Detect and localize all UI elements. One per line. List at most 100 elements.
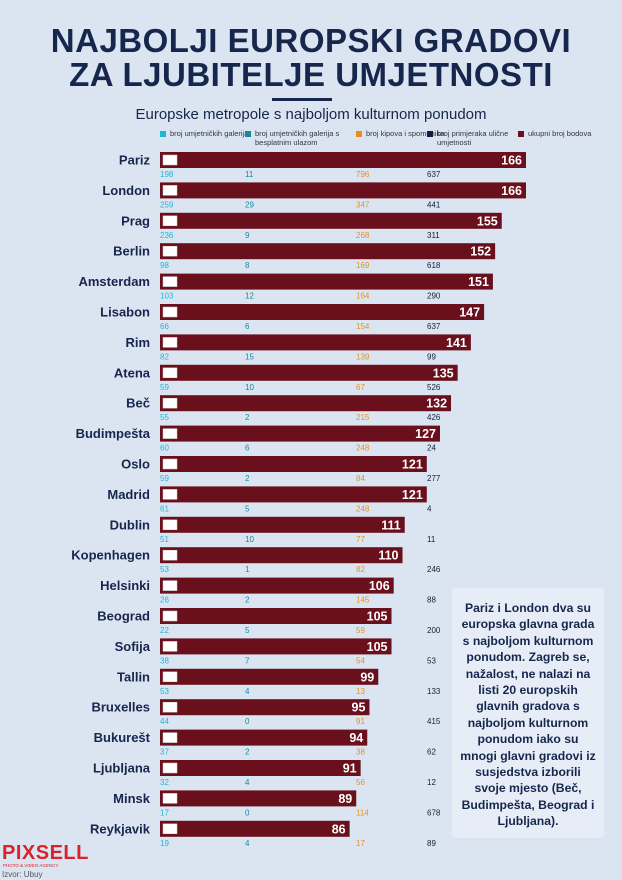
legend-swatch [245, 131, 251, 137]
flag [162, 762, 178, 774]
stat-label: 1 [245, 565, 250, 574]
bar [160, 760, 361, 776]
flag [162, 580, 178, 591]
stat-label: 637 [427, 170, 441, 179]
category-label: Beograd [97, 609, 150, 624]
legend-swatch [160, 131, 166, 137]
stat-label: 5 [245, 504, 250, 513]
stat-label: 311 [427, 231, 440, 240]
category-label: Madrid [107, 487, 150, 502]
category-label: Tallin [117, 669, 150, 684]
category-label: Helsinki [100, 578, 150, 593]
flag [162, 245, 178, 257]
bar-value: 105 [367, 640, 388, 654]
stat-label: 99 [427, 352, 436, 361]
stat-label: 82 [160, 352, 169, 361]
stat-label: 44 [160, 717, 169, 726]
bar [160, 334, 471, 351]
stat-label: 59 [356, 626, 365, 635]
stat-label: 526 [427, 383, 441, 392]
flag [162, 671, 178, 683]
stat-label: 84 [356, 474, 365, 483]
stat-label: 38 [356, 748, 365, 757]
stat-label: 32 [160, 778, 169, 787]
bar [160, 820, 350, 837]
logo-tagline: PHOTO & VIDEO AGENCY [3, 863, 59, 868]
stat-label: 24 [427, 444, 436, 453]
flag [162, 215, 178, 227]
stat-label: 236 [160, 231, 174, 240]
stat-label: 12 [245, 292, 254, 301]
bar-value: 110 [378, 549, 398, 563]
stat-label: 15 [245, 352, 254, 361]
bar [160, 364, 458, 381]
stat-label: 169 [356, 261, 370, 270]
stat-label: 637 [427, 322, 441, 331]
flag [162, 823, 178, 835]
stat-label: 0 [245, 717, 250, 726]
stat-label: 98 [160, 261, 169, 270]
bar-value: 111 [381, 518, 401, 532]
flag [162, 367, 178, 379]
bar-value: 89 [338, 792, 352, 806]
bar-value: 166 [501, 184, 522, 198]
divider [272, 98, 332, 101]
stat-label: 4 [245, 778, 250, 787]
stat-label: 678 [427, 808, 441, 817]
stat-label: 11 [245, 170, 254, 179]
bar-value: 95 [352, 701, 366, 715]
bar-value: 121 [402, 488, 423, 502]
stat-label: 277 [427, 474, 441, 483]
stat-label: 164 [356, 292, 370, 301]
stat-label: 6 [245, 444, 250, 453]
stat-label: 4 [245, 839, 250, 848]
stat-label: 10 [245, 535, 254, 544]
stat-label: 67 [356, 383, 365, 392]
stat-label: 796 [356, 170, 370, 179]
legend-label: broj umjetničkih galerija s besplatnim u… [255, 129, 340, 147]
bar-value: 132 [426, 397, 447, 411]
bar [160, 790, 357, 807]
stat-label: 268 [356, 231, 370, 240]
flag [162, 519, 178, 531]
category-label: Kopenhagen [71, 548, 150, 563]
stat-label: 61 [160, 504, 169, 513]
stat-label: 17 [356, 839, 365, 848]
stat-label: 246 [427, 565, 441, 574]
flag [162, 306, 178, 318]
stat-label: 89 [427, 839, 436, 848]
stat-label: 4 [427, 504, 432, 513]
flag [162, 276, 178, 287]
category-label: Rim [125, 335, 150, 350]
bar-value: 166 [501, 154, 522, 168]
stat-label: 59 [160, 383, 169, 392]
stat-label: 29 [245, 200, 254, 209]
stat-label: 19 [160, 839, 169, 848]
stat-label: 248 [356, 504, 370, 513]
legend-label: broj kipova i spomenika [366, 129, 445, 138]
flag [162, 610, 178, 622]
bar-value: 106 [369, 579, 390, 593]
stat-label: 103 [160, 292, 174, 301]
flag [162, 185, 178, 196]
category-label: Lisabon [100, 305, 150, 320]
bar-value: 141 [446, 336, 467, 350]
stat-label: 37 [160, 748, 169, 757]
title: NAJBOLJI EUROPSKI GRADOVI [50, 22, 572, 59]
bar-value: 94 [349, 731, 363, 745]
stat-label: 12 [427, 778, 436, 787]
category-label: Berlin [113, 244, 150, 259]
bar [160, 486, 427, 503]
flag [162, 458, 178, 470]
stat-label: 2 [245, 474, 250, 483]
stat-label: 53 [427, 656, 436, 665]
flag [162, 428, 178, 439]
stat-label: 11 [427, 535, 436, 544]
stat-label: 62 [427, 748, 436, 757]
stat-label: 114 [356, 808, 369, 817]
stat-label: 347 [356, 200, 370, 209]
stat-label: 56 [356, 778, 365, 787]
flag [162, 489, 178, 500]
